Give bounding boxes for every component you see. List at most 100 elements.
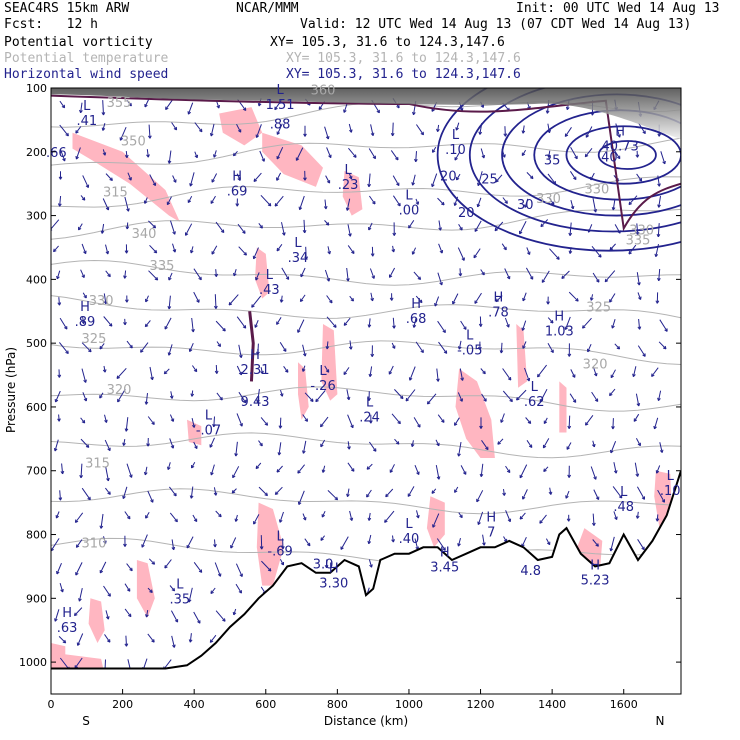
pv-fill-region: [298, 362, 309, 420]
wind-vector-head: [242, 325, 247, 329]
wind-vector: [278, 442, 282, 456]
wind-vector-head: [73, 612, 78, 617]
wind-vector: [280, 295, 283, 303]
wind-vector-head: [637, 442, 641, 447]
wind-vector-head: [83, 379, 87, 383]
wind-vector: [53, 245, 59, 253]
extremum-type-label: L: [667, 469, 675, 484]
wind-vector-head: [75, 130, 79, 134]
wind-vector-head: [193, 518, 198, 523]
wind-vector-head: [186, 544, 190, 549]
extremum-type-label: H: [494, 290, 504, 305]
wind-vector-head: [507, 377, 512, 381]
wind-vector: [211, 173, 218, 183]
wind-vector-head: [242, 399, 247, 404]
wind-vector-head: [198, 276, 202, 281]
extremum-type-label: H: [411, 297, 421, 312]
wind-vector-head: [657, 397, 661, 402]
wind-vector-head: [372, 448, 377, 452]
wind-vector-head: [191, 329, 195, 333]
wind-vector-head: [87, 496, 91, 501]
wind-vector: [276, 146, 284, 160]
wind-vector-head: [635, 515, 640, 519]
wind-vector: [61, 463, 64, 474]
wind-vector-head: [519, 474, 523, 479]
wind-vector: [658, 341, 667, 350]
wind-vector-head: [550, 319, 554, 324]
wind-vector: [169, 438, 174, 449]
wind-vector-head: [495, 298, 500, 303]
wind-vector: [126, 222, 129, 230]
wind-vector: [368, 559, 373, 568]
wind-vector-head: [565, 106, 570, 111]
wind-vector: [193, 611, 201, 624]
wind-vector: [413, 271, 421, 280]
wind-vector-head: [564, 133, 569, 137]
field-theta-xy: XY= 105.3, 31.6 to 124.3,147.6: [286, 51, 521, 66]
wind-vector-head: [99, 345, 103, 350]
wind-vector-head: [594, 398, 599, 402]
wind-vector: [81, 243, 87, 254]
wind-vector: [104, 634, 111, 643]
wind-vector: [80, 102, 83, 113]
wind-vector: [260, 417, 268, 426]
wind-vector: [101, 223, 105, 234]
wind-vector-head: [476, 498, 480, 503]
wind-vector: [657, 489, 665, 503]
wind-vector: [78, 587, 83, 602]
wind-vector-head: [474, 228, 478, 232]
extremum-type-label: L: [266, 268, 274, 283]
wind-vector: [295, 147, 304, 161]
wind-vector-head: [637, 282, 641, 286]
wind-vector-head: [522, 496, 526, 500]
wind-vector-head: [279, 299, 284, 303]
wind-vector: [414, 465, 420, 475]
wind-vector: [257, 389, 260, 403]
pv-tropopause-line: [51, 94, 681, 232]
wind-vector-head: [420, 349, 424, 354]
theta-contour-label: 355: [107, 96, 132, 111]
wind-vector: [452, 293, 459, 305]
wind-vector-head: [306, 542, 311, 547]
wind-vector: [612, 418, 614, 430]
terrain-fill: [51, 470, 681, 694]
wind-vector-head: [635, 231, 640, 235]
wind-vector: [59, 148, 66, 162]
wind-vector: [505, 510, 511, 522]
wind-vector-head: [107, 447, 111, 452]
wind-vector-head: [153, 249, 158, 254]
wind-vector-head: [593, 372, 598, 377]
wind-vector: [186, 536, 194, 549]
theta-contour: [51, 176, 681, 208]
wind-vector: [191, 365, 198, 372]
wind-vector: [458, 442, 462, 457]
extremum-type-label: L: [276, 83, 284, 98]
wind-vector-head: [661, 499, 665, 503]
wind-vector: [591, 391, 599, 402]
wind-vector: [232, 466, 240, 478]
wind-vector-head: [172, 231, 176, 235]
extremum-value-label: .68: [406, 312, 427, 327]
wind-vector-head: [353, 154, 357, 158]
wind-vector: [392, 535, 394, 543]
wind-vector-head: [129, 567, 133, 572]
wind-vector: [215, 610, 226, 622]
wind-vector-head: [574, 155, 578, 160]
wind-vector: [547, 173, 556, 185]
wind-vector: [635, 393, 640, 407]
extremum-type-label: L: [276, 530, 284, 545]
wind-vector-head: [609, 246, 614, 251]
wind-vector-head: [164, 565, 168, 569]
wind-vector: [501, 243, 507, 251]
wind-vector: [637, 345, 646, 357]
y-tick-label: 1000: [19, 656, 47, 669]
wind-vector: [210, 587, 216, 594]
wind-vector-head: [145, 614, 149, 618]
wind-vector-head: [504, 200, 508, 204]
wind-vector: [144, 466, 148, 475]
pv-fill-region: [72, 132, 180, 222]
wind-vector-head: [106, 639, 111, 643]
wind-vector: [214, 539, 216, 548]
wind-vector: [302, 414, 308, 422]
y-axis-title: Pressure (hPa): [4, 347, 18, 433]
